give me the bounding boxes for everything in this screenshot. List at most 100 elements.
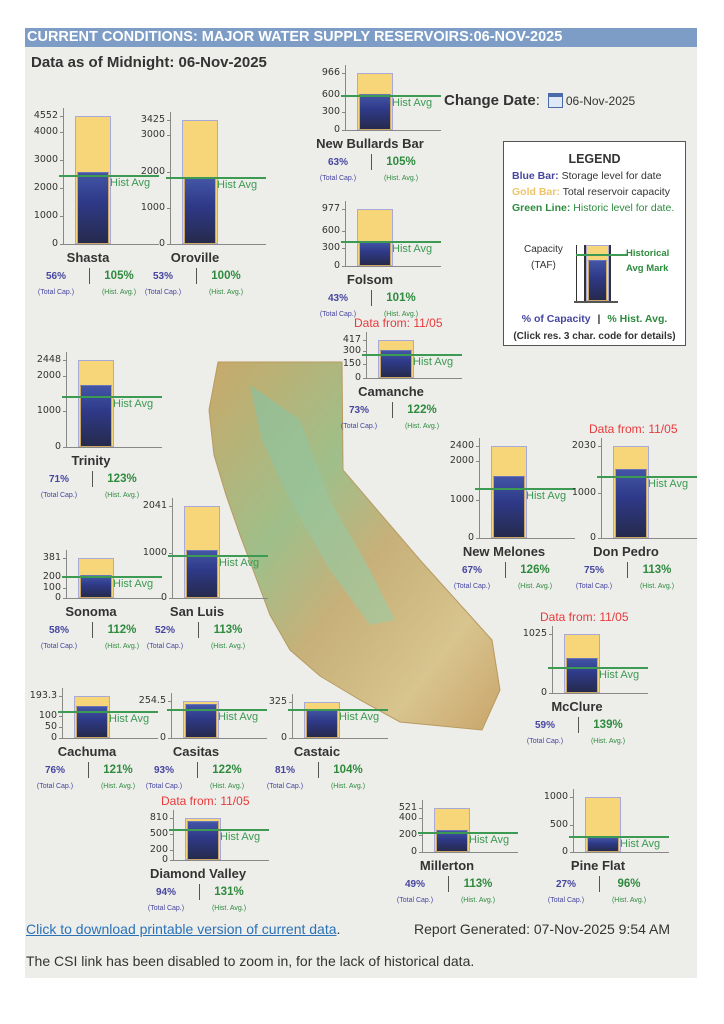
reservoir-name-link[interactable]: Shasta [66,250,110,265]
tick-mark [167,244,170,245]
y-axis [171,693,172,738]
pct-capacity: 63% [327,157,348,168]
tick-mark [167,135,170,136]
tick-mark [63,558,66,559]
pct-hist-avg: 112% [107,624,137,636]
hist-avg-sub-label: (Hist. Avg.) [104,643,140,650]
divider [196,268,197,284]
divider [448,876,449,892]
download-link-text[interactable]: Click to download printable version of c… [26,921,337,937]
tick-mark [170,860,173,861]
y-axis [601,438,602,538]
tick-mark [419,808,422,809]
reservoir-name-link[interactable]: Cachuma [57,744,117,759]
x-axis [552,693,648,694]
x-axis [292,738,388,739]
reservoir-name-link[interactable]: Camanche [358,384,424,399]
storage-bar [184,178,216,244]
tick-mark [63,360,66,361]
tick-mark [289,738,292,739]
storage-bar [77,172,109,244]
tick-mark [419,852,422,853]
tick-mark [342,231,345,232]
x-axis [66,598,162,599]
change-date-value[interactable]: 06-Nov-2025 [565,93,636,108]
x-axis [172,598,268,599]
reservoir-name-link[interactable]: New Melones [462,544,546,559]
y-tick-label: 2000 [449,455,474,466]
reservoir-name-link[interactable]: McClure [551,699,603,714]
tick-mark [169,506,172,507]
hist-avg-sub-label: (Hist. Avg.) [104,492,140,499]
colon: : [535,92,540,109]
tick-mark [167,120,170,121]
tick-mark [63,376,66,377]
hist-avg-line [167,708,267,711]
storage-bar [359,94,391,130]
pct-capacity: 52% [154,625,175,636]
reservoir-name-link[interactable]: Sonoma [65,604,117,619]
total-cap-label: (Total Cap.) [526,738,564,745]
x-axis [479,538,575,539]
csi-note: The CSI link has been disabled to zoom i… [26,953,475,969]
reservoir-name-link[interactable]: Don Pedro [593,544,659,559]
total-cap-label: (Total Cap.) [147,905,185,912]
reservoir-name-link[interactable]: Millerton [419,858,475,873]
tick-mark [363,351,366,352]
y-tick-label: 600 [321,225,340,236]
divider [198,622,199,638]
y-tick-label: 100 [42,582,61,593]
reservoir-name-link[interactable]: Folsom [346,272,394,287]
y-tick-label: 500 [549,819,568,830]
y-tick-label: 300 [342,345,361,356]
tick-mark [570,852,573,853]
y-tick-label: 1025 [522,628,547,639]
total-cap-label: (Total Cap.) [144,289,182,296]
y-tick-label: 2000 [140,166,165,177]
y-tick-label: 0 [354,372,361,383]
legend-blue-bar [588,260,607,301]
pct-hist-avg: 100% [211,270,241,282]
y-axis [66,550,67,598]
storage-bar [187,820,219,860]
hist-avg-label: Hist Avg [113,397,154,410]
reservoir-name-link[interactable]: New Bullards Bar [316,136,424,151]
total-cap-label: (Total Cap.) [146,643,184,650]
legend-pct-hist: % Hist. Avg. [607,313,668,325]
x-axis [171,738,267,739]
divider [371,154,372,170]
tick-mark [476,500,479,501]
download-printable-link[interactable]: Click to download printable version of c… [26,921,340,937]
reservoir-name-link[interactable]: Oroville [170,250,220,265]
legend-separator: | [597,313,601,325]
tick-mark [342,112,345,113]
hist-avg-line [597,475,697,478]
tick-mark [59,727,62,728]
legend-baseline [574,301,618,303]
y-axis [292,694,293,738]
reservoir-name-link[interactable]: Casitas [172,744,220,759]
hist-avg-label: Hist Avg [599,668,640,681]
hist-avg-line [341,240,441,243]
tick-mark [342,248,345,249]
reservoir-name-link[interactable]: Pine Flat [570,858,626,873]
period: . [336,921,341,937]
reservoir-name-link[interactable]: Trinity [71,453,111,468]
y-tick-label: 3000 [33,154,58,165]
calendar-icon[interactable] [547,93,563,108]
reservoir-name-link[interactable]: San Luis [169,604,225,619]
legend-click-note: (Click res. 3 char. code for details) [513,331,676,342]
tick-mark [419,835,422,836]
legend: LEGEND Blue Bar: Storage level for date … [503,141,686,346]
tick-mark [168,738,171,739]
reservoir-name-link[interactable]: Diamond Valley [149,866,247,881]
total-cap-label: (Total Cap.) [319,175,357,182]
y-tick-label: 2000 [36,370,61,381]
pct-capacity: 56% [45,271,66,282]
divider [392,402,393,418]
tick-mark [60,116,63,117]
pct-hist-avg: 105% [104,270,134,282]
legend-green-key: Green Line: [512,202,571,214]
reservoir-name-link[interactable]: Castaic [293,744,341,759]
y-axis [66,352,67,447]
